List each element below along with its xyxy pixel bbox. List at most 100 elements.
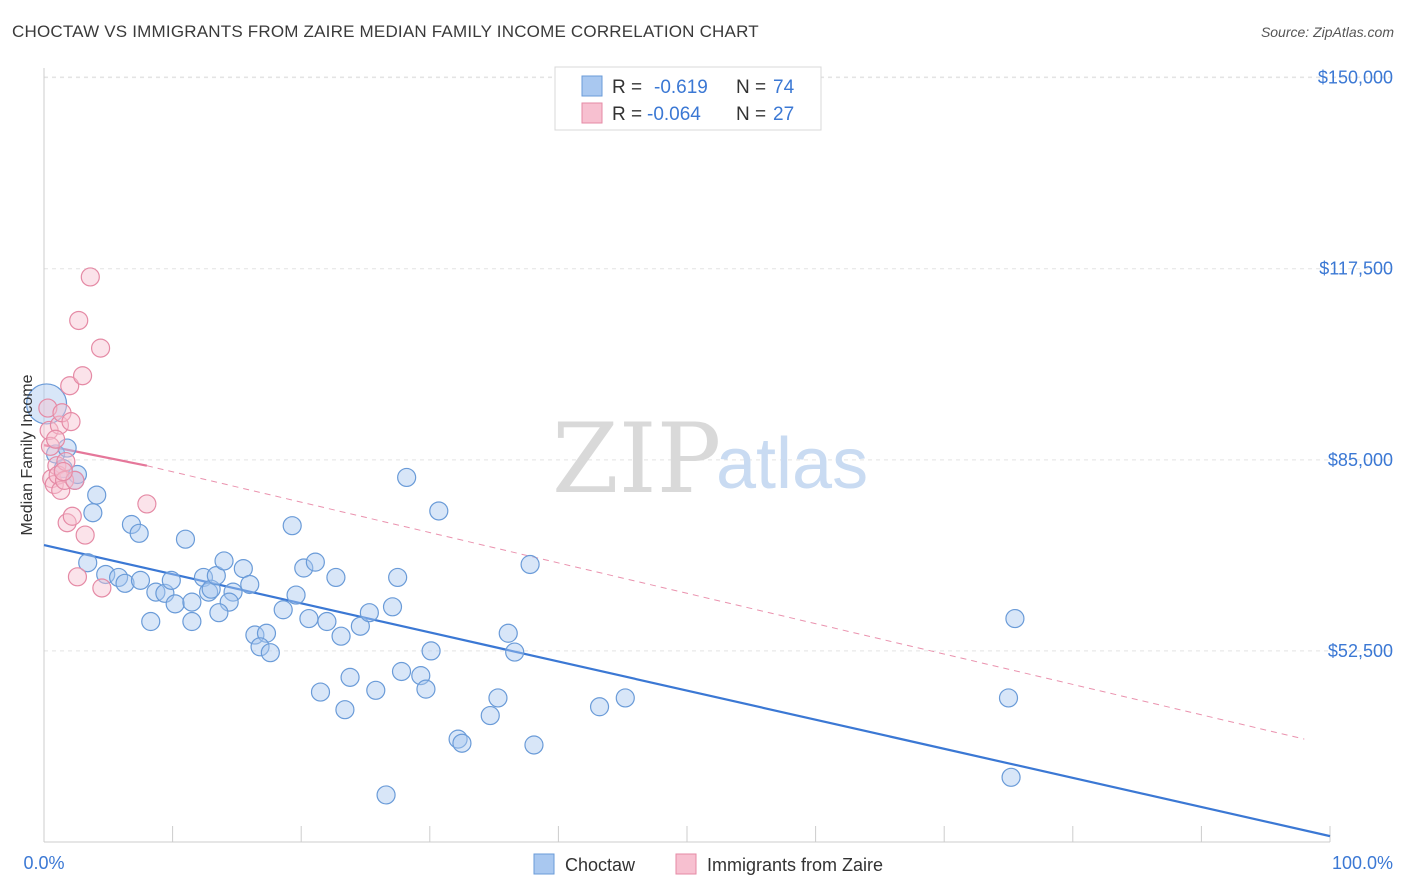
- point-choctaw-46: [331, 626, 351, 646]
- point-choctaw-52: [376, 785, 396, 805]
- legend-r-label-2: R =: [612, 104, 642, 125]
- point-zaire-24: [137, 494, 157, 514]
- point-zaire-25: [53, 461, 73, 482]
- point-choctaw-31: [209, 603, 229, 623]
- point-choctaw-15: [130, 570, 151, 590]
- watermark-zip: ZIP: [552, 403, 721, 515]
- point-choctaw-40: [294, 558, 314, 578]
- point-choctaw-27: [214, 551, 234, 571]
- bottom-legend-swatch-choctaw: [533, 853, 555, 875]
- x-tick-labels: 0.0% 100.0%: [23, 853, 1393, 873]
- point-choctaw-30: [219, 592, 239, 612]
- point-choctaw-10: [175, 529, 196, 549]
- bottom-legend-label-choctaw: Choctaw: [565, 855, 636, 875]
- point-choctaw-41: [299, 608, 319, 629]
- chart-title: CHOCTAW VS IMMIGRANTS FROM ZAIRE MEDIAN …: [12, 22, 759, 41]
- point-choctaw-59: [421, 641, 441, 661]
- bottom-legend-swatch-zaire: [675, 853, 697, 875]
- point-choctaw-48: [340, 667, 360, 687]
- point-choctaw-67: [520, 554, 540, 575]
- legend-swatch-choctaw: [581, 75, 603, 97]
- point-zaire-8: [51, 480, 71, 500]
- point-choctaw-18: [161, 570, 181, 590]
- point-zaire-22: [90, 338, 111, 358]
- point-choctaw-9: [129, 523, 149, 543]
- chart-source: Source: ZipAtlas.com: [1260, 24, 1394, 40]
- point-choctaw-47: [335, 700, 355, 720]
- point-choctaw-68: [524, 735, 544, 755]
- point-choctaw-11: [78, 553, 98, 573]
- point-choctaw-21: [141, 611, 161, 632]
- point-choctaw-73: [1001, 767, 1021, 787]
- bottom-legend-label-zaire: Immigrants from Zaire: [707, 855, 883, 875]
- point-choctaw-36: [260, 643, 280, 663]
- point-choctaw-71: [998, 688, 1019, 708]
- point-choctaw-66: [505, 642, 525, 662]
- point-choctaw-32: [240, 574, 260, 595]
- legend-r-label-1: R =: [612, 77, 642, 98]
- point-choctaw-49: [350, 616, 370, 636]
- legend-r-value-2: -0.064: [647, 104, 701, 125]
- point-choctaw-42: [305, 552, 325, 572]
- point-choctaw-28: [223, 582, 243, 602]
- point-zaire-20: [75, 525, 95, 545]
- point-zaire-7: [49, 415, 70, 435]
- point-choctaw-14: [115, 573, 135, 593]
- watermark-atlas: atlas: [716, 424, 868, 504]
- point-zaire-0: [38, 398, 58, 418]
- point-choctaw-55: [391, 661, 412, 682]
- point-choctaw-72: [1005, 608, 1025, 629]
- trend-line-0: [43, 544, 1331, 838]
- point-zaire-12: [57, 513, 77, 533]
- point-choctaw-43: [310, 682, 331, 702]
- point-choctaw-64: [488, 688, 508, 708]
- point-choctaw-19: [165, 594, 185, 614]
- point-choctaw-58: [416, 679, 436, 699]
- top-legend: R = -0.619 N = 74 R = -0.064 N = 27: [554, 66, 822, 131]
- x-tick-label-1: 100.0%: [1332, 853, 1393, 873]
- x-tick-label-0: 0.0%: [23, 853, 64, 873]
- point-zaire-19: [72, 366, 93, 386]
- legend-n-label-2: N =: [736, 104, 766, 125]
- point-zaire-15: [62, 506, 82, 526]
- point-choctaw-20: [182, 592, 202, 612]
- bottom-legend: Choctaw Immigrants from Zaire: [533, 853, 883, 875]
- y-tick-label-2: $117,500: [1319, 259, 1393, 279]
- point-choctaw-45: [326, 567, 346, 588]
- point-zaire-18: [69, 310, 89, 331]
- point-choctaw-60: [429, 501, 449, 521]
- y-tick-labels: $52,500 $85,000 $117,500 $150,000: [1318, 68, 1393, 661]
- point-choctaw-69: [589, 697, 610, 717]
- point-choctaw-7: [83, 503, 103, 523]
- point-choctaw-51: [366, 680, 386, 700]
- point-zaire-14: [61, 412, 81, 432]
- trend-extension-1: [146, 465, 1305, 740]
- point-choctaw-53: [382, 597, 403, 617]
- point-choctaw-24: [199, 582, 219, 602]
- legend-n-value-2: 27: [773, 104, 794, 125]
- y-tick-label-0: $52,500: [1328, 641, 1393, 661]
- data-points: [25, 267, 1025, 805]
- point-choctaw-39: [286, 585, 306, 605]
- axes: [43, 68, 1331, 843]
- point-choctaw-62: [452, 733, 472, 753]
- trend-line-1: [43, 444, 148, 467]
- point-choctaw-70: [615, 688, 635, 708]
- legend-swatch-zaire: [581, 102, 603, 124]
- point-choctaw-65: [498, 623, 518, 643]
- y-tick-label-1: $85,000: [1328, 450, 1393, 470]
- point-zaire-17: [67, 567, 88, 587]
- point-choctaw-22: [182, 611, 202, 632]
- point-choctaw-63: [480, 705, 500, 726]
- point-choctaw-44: [317, 611, 337, 632]
- point-choctaw-38: [282, 516, 302, 536]
- y-axis-label: Median Family Income: [19, 374, 36, 535]
- point-choctaw-35: [250, 637, 270, 657]
- point-choctaw-0: [25, 383, 68, 425]
- point-zaire-23: [92, 578, 112, 598]
- point-choctaw-6: [87, 485, 107, 505]
- point-zaire-26: [45, 429, 66, 449]
- legend-n-value-1: 74: [773, 77, 795, 98]
- legend-r-value-1: -0.619: [654, 77, 708, 98]
